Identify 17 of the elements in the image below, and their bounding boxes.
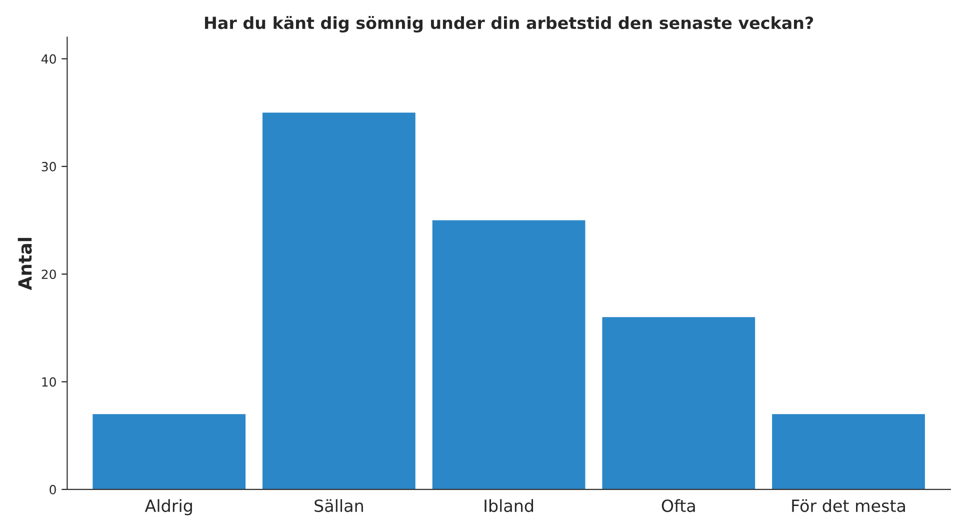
bar [432, 220, 586, 490]
bar [772, 414, 925, 490]
y-tick-label: 10 [42, 377, 56, 387]
x-tick-label: Aldrig [144, 499, 192, 516]
bar [92, 414, 246, 490]
chart-title: Har du känt dig sömnig under din arbetstid den senaste veckan? [205, 16, 814, 33]
y-axis-title: Antal [18, 238, 32, 290]
bar [602, 317, 756, 490]
y-tick-label: 0 [50, 484, 56, 494]
x-tick-label: Ibland [484, 499, 534, 512]
x-tick-label: För det mesta [792, 499, 905, 512]
x-tick-label: Sällan [314, 499, 363, 512]
x-tick-label: Ofta [662, 499, 695, 512]
y-tick-label: 40 [41, 54, 56, 64]
y-tick-label: 20 [42, 270, 56, 280]
y-tick-label: 30 [42, 162, 56, 172]
bar [262, 112, 416, 490]
